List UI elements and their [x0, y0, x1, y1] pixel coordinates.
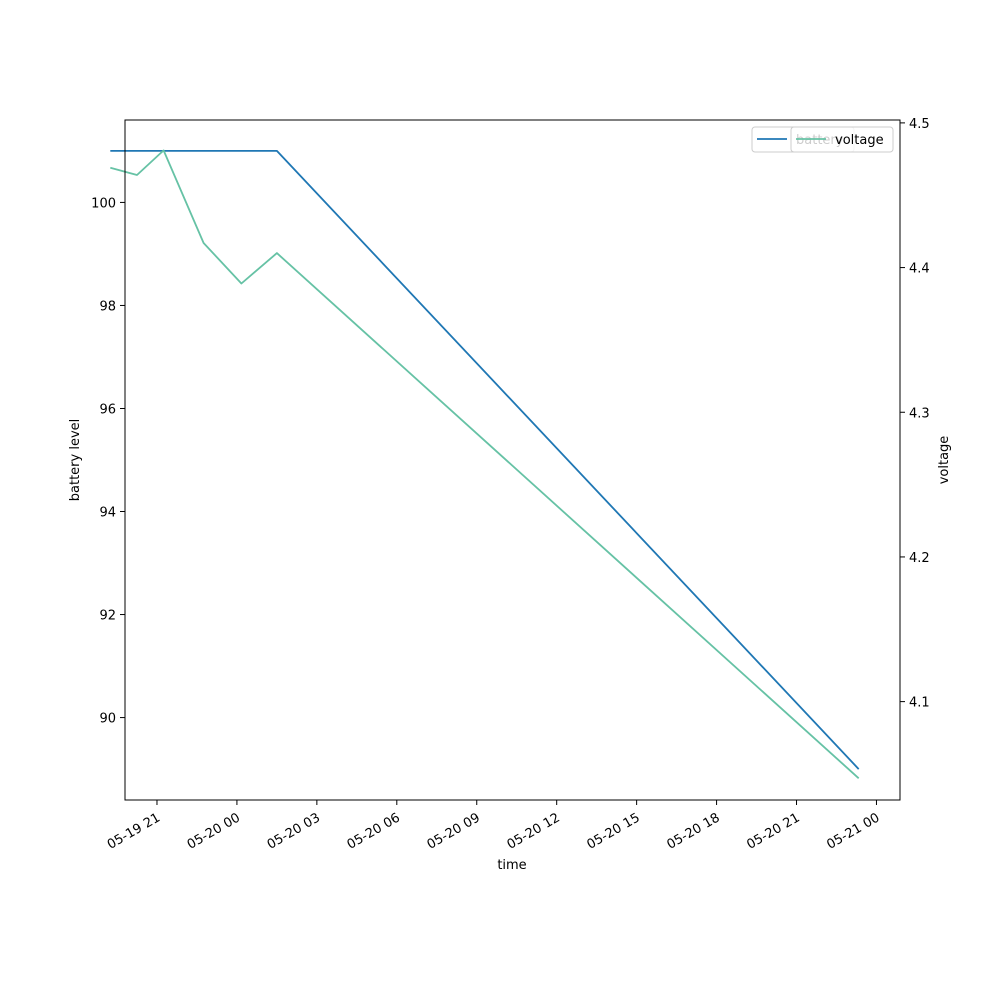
y-axis-right: 4.1 4.2 4.3 4.4 4.5: [900, 117, 930, 711]
y-tick-label: 92: [99, 609, 116, 624]
series-line-voltage: [110, 149, 860, 779]
legends: batteryvoltage: [751, 126, 894, 153]
legend-box: [790, 126, 894, 153]
x-axis-title: time: [497, 858, 526, 873]
y2-axis-title: voltage: [937, 436, 952, 485]
y-tick-label: 98: [99, 299, 116, 314]
y-tick-label: 90: [99, 712, 116, 727]
legend-voltage: voltage: [790, 126, 894, 153]
plot-frame: [124, 119, 901, 801]
y-axis-left: 90 92 94 96 98 100: [91, 196, 125, 727]
series-layer: [110, 149, 860, 779]
y2-tick-label: 4.5: [909, 117, 930, 132]
y2-tick-label: 4.4: [909, 262, 930, 277]
y-tick-label: 94: [99, 506, 116, 521]
y-tick-label: 96: [99, 402, 116, 417]
y-axis-title: battery level: [68, 419, 83, 502]
y-tick-label: 100: [91, 196, 116, 211]
y2-tick-label: 4.3: [909, 406, 930, 421]
y2-tick-label: 4.2: [909, 551, 930, 566]
series-line-battery: [110, 149, 860, 770]
legend-label: voltage: [835, 133, 884, 148]
y2-tick-label: 4.1: [909, 696, 930, 711]
